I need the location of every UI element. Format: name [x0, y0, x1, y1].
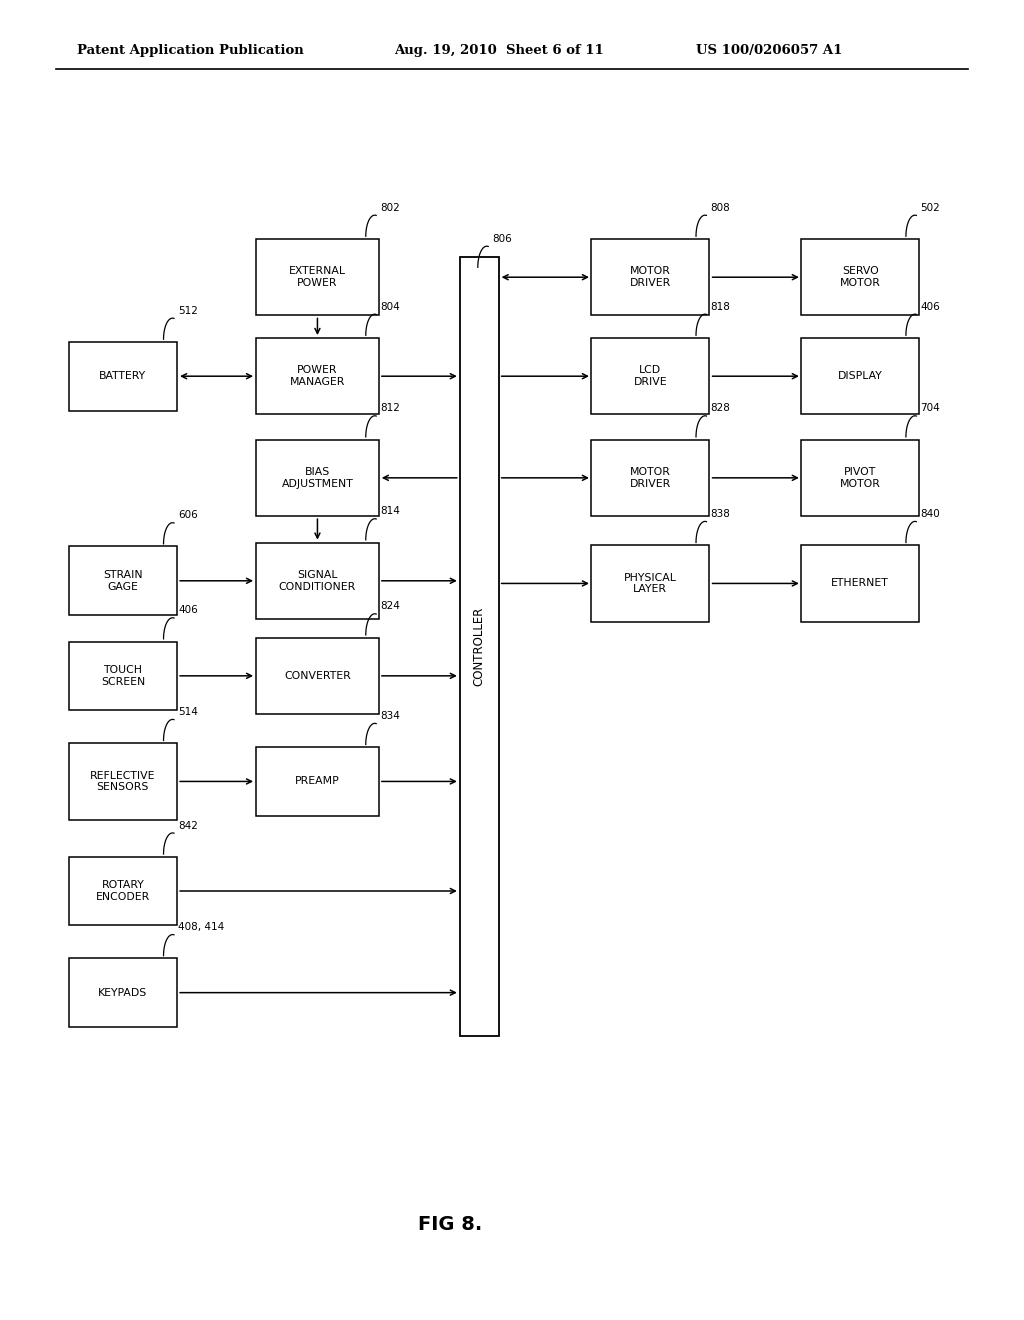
Text: FIG 8.: FIG 8. [419, 1216, 482, 1234]
Text: 828: 828 [711, 404, 730, 413]
Text: ETHERNET: ETHERNET [831, 578, 889, 589]
Text: TOUCH
SCREEN: TOUCH SCREEN [100, 665, 145, 686]
Text: 842: 842 [178, 821, 198, 830]
Text: LCD
DRIVE: LCD DRIVE [634, 366, 667, 387]
Text: 512: 512 [178, 306, 198, 315]
Bar [592, 440, 709, 516]
Text: POWER
MANAGER: POWER MANAGER [290, 366, 345, 387]
Bar [256, 239, 379, 315]
Text: 812: 812 [380, 404, 400, 413]
Text: PHYSICAL
LAYER: PHYSICAL LAYER [624, 573, 677, 594]
Text: 814: 814 [380, 507, 400, 516]
Text: KEYPADS: KEYPADS [98, 987, 147, 998]
Bar [460, 257, 499, 1036]
Text: SERVO
MOTOR: SERVO MOTOR [840, 267, 881, 288]
Bar [256, 638, 379, 714]
Bar [592, 545, 709, 622]
Bar [801, 338, 920, 414]
Text: CONTROLLER: CONTROLLER [473, 607, 485, 686]
Text: PREAMP: PREAMP [295, 776, 340, 787]
Bar [70, 546, 176, 615]
Bar [592, 338, 709, 414]
Bar [70, 958, 176, 1027]
Text: 838: 838 [711, 510, 730, 519]
Text: SIGNAL
CONDITIONER: SIGNAL CONDITIONER [279, 570, 356, 591]
Text: 802: 802 [380, 203, 400, 213]
Text: 408, 414: 408, 414 [178, 923, 224, 932]
Text: Aug. 19, 2010  Sheet 6 of 11: Aug. 19, 2010 Sheet 6 of 11 [394, 44, 604, 57]
Bar [70, 642, 176, 710]
Text: PIVOT
MOTOR: PIVOT MOTOR [840, 467, 881, 488]
Text: MOTOR
DRIVER: MOTOR DRIVER [630, 467, 671, 488]
Bar [801, 545, 920, 622]
Text: EXTERNAL
POWER: EXTERNAL POWER [289, 267, 346, 288]
Text: STRAIN
GAGE: STRAIN GAGE [103, 570, 142, 591]
Text: 704: 704 [921, 404, 940, 413]
Text: REFLECTIVE
SENSORS: REFLECTIVE SENSORS [90, 771, 156, 792]
Bar [592, 239, 709, 315]
Text: Patent Application Publication: Patent Application Publication [77, 44, 303, 57]
Text: 834: 834 [380, 711, 400, 721]
Text: 406: 406 [921, 302, 940, 312]
Text: 406: 406 [178, 606, 198, 615]
Text: 840: 840 [921, 510, 940, 519]
Text: 808: 808 [711, 203, 730, 213]
Text: BATTERY: BATTERY [99, 371, 146, 381]
Bar [801, 239, 920, 315]
Bar [70, 857, 176, 925]
Text: BIAS
ADJUSTMENT: BIAS ADJUSTMENT [282, 467, 353, 488]
Bar [70, 342, 176, 411]
Text: 824: 824 [380, 602, 400, 611]
Bar [256, 747, 379, 816]
Bar [256, 338, 379, 414]
Text: US 100/0206057 A1: US 100/0206057 A1 [696, 44, 843, 57]
Text: MOTOR
DRIVER: MOTOR DRIVER [630, 267, 671, 288]
Text: ROTARY
ENCODER: ROTARY ENCODER [96, 880, 150, 902]
Bar [70, 743, 176, 820]
Text: 502: 502 [921, 203, 940, 213]
Bar [256, 543, 379, 619]
Text: 514: 514 [178, 708, 198, 717]
Text: DISPLAY: DISPLAY [838, 371, 883, 381]
Text: 606: 606 [178, 511, 198, 520]
Text: 804: 804 [380, 302, 400, 312]
Text: CONVERTER: CONVERTER [284, 671, 351, 681]
Bar [801, 440, 920, 516]
Text: 818: 818 [711, 302, 730, 312]
Bar [256, 440, 379, 516]
Text: 806: 806 [493, 234, 512, 244]
